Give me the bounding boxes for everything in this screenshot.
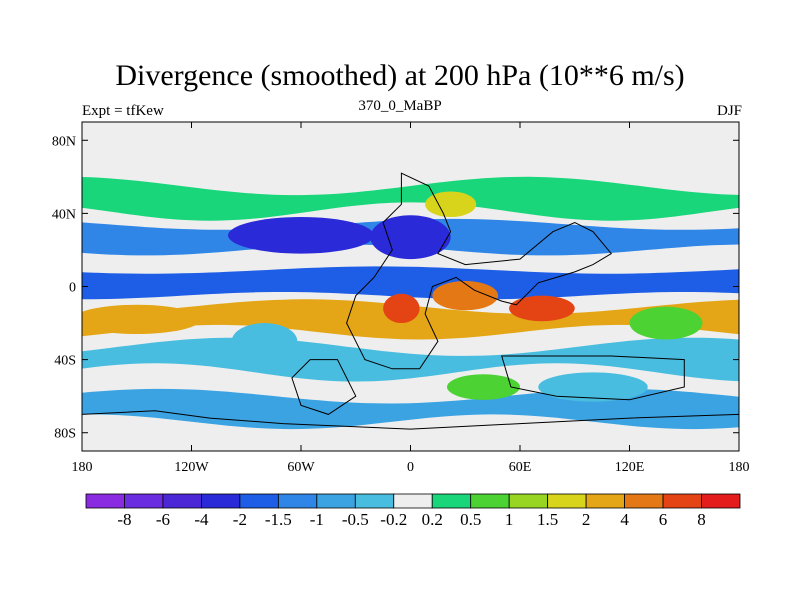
colorbar-label: -6 (156, 510, 170, 529)
axis-ticks: 180 120W 60W 0 60E 120E 180 80N 40N 0 40S 80S (52, 122, 750, 475)
colorbar-label: 2 (582, 510, 591, 529)
colorbar-label: -1 (310, 510, 324, 529)
field-blob (231, 323, 298, 360)
continent-outline (291, 359, 357, 415)
colorbar-swatch (124, 493, 164, 509)
field-blob (538, 372, 648, 402)
colorbar-label: -4 (194, 510, 209, 529)
colorbar-swatch (354, 493, 395, 509)
colorbar-swatch (393, 493, 433, 509)
colorbar-swatch (239, 493, 279, 509)
colorbar-label: 0.5 (460, 510, 481, 529)
y-tick-label: 40N (52, 207, 76, 222)
continent-outlines (82, 172, 739, 451)
colorbar-swatch (701, 493, 741, 509)
colorbar-label: -1.5 (265, 510, 292, 529)
field-band (82, 266, 739, 300)
colorbar-label: 1.5 (537, 510, 558, 529)
continent-outline (501, 355, 685, 401)
colorbar-label: 8 (697, 510, 706, 529)
field-blob (629, 306, 703, 340)
field-blob (432, 281, 499, 311)
y-tick-label: 80S (54, 427, 76, 442)
colorbar-label: 4 (620, 510, 629, 529)
field-blob (228, 217, 374, 254)
field-blob (509, 295, 575, 322)
x-tick-label: 60E (509, 460, 532, 475)
colorbar-swatch (431, 493, 472, 509)
x-tick-label: 180 (729, 460, 750, 475)
colorbar-label: -0.2 (380, 510, 407, 529)
colorbar-swatch (316, 493, 356, 509)
colorbar-swatch (547, 493, 587, 509)
colorbar-label: -2 (233, 510, 247, 529)
y-tick-label: 40S (54, 354, 76, 369)
field-band (82, 176, 739, 221)
colorbar-label: 6 (659, 510, 668, 529)
field-blob (82, 304, 201, 335)
colorbar-swatch (277, 493, 318, 509)
x-tick-label: 120W (174, 460, 209, 475)
colorbar-swatch (508, 493, 549, 509)
map-title: Divergence (smoothed) at 200 hPa (10**6 … (115, 59, 685, 92)
colorbar-label: -0.5 (342, 510, 369, 529)
field-blob (447, 374, 520, 400)
colorbar-label: -8 (117, 510, 131, 529)
continent-outline (346, 172, 613, 370)
colorbar-label: 1 (505, 510, 514, 529)
colorbar-swatch (201, 493, 241, 509)
divergence-field (82, 122, 739, 451)
x-tick-label: 0 (407, 460, 414, 475)
field-blob (370, 215, 451, 260)
colorbar-swatch (162, 493, 202, 509)
season-label: DJF (716, 103, 742, 119)
y-tick-label: 80N (52, 134, 76, 149)
colorbar-swatch (585, 493, 625, 509)
field-blob (383, 293, 420, 324)
time-period-label: 370_0_MaBP (358, 98, 442, 114)
colorbar-swatch (662, 493, 702, 509)
field-blob (425, 191, 477, 218)
colorbar-swatch (470, 493, 510, 509)
y-tick-label: 0 (69, 281, 76, 296)
colorbar-label: 0.2 (422, 510, 443, 529)
experiment-label: Expt = tfKew (82, 103, 164, 119)
x-tick-label: 60W (287, 460, 315, 475)
colorbar: -8 -6 -4 -2 -1.5 -1 -0.5 -0.2 0.2 0.5 1 1.5 2 4 6 8 (85, 493, 741, 529)
x-tick-label: 120E (615, 460, 645, 475)
colorbar-swatch (624, 493, 664, 509)
continent-outline (82, 410, 739, 451)
colorbar-swatch (85, 493, 125, 509)
x-tick-label: 180 (72, 460, 93, 475)
